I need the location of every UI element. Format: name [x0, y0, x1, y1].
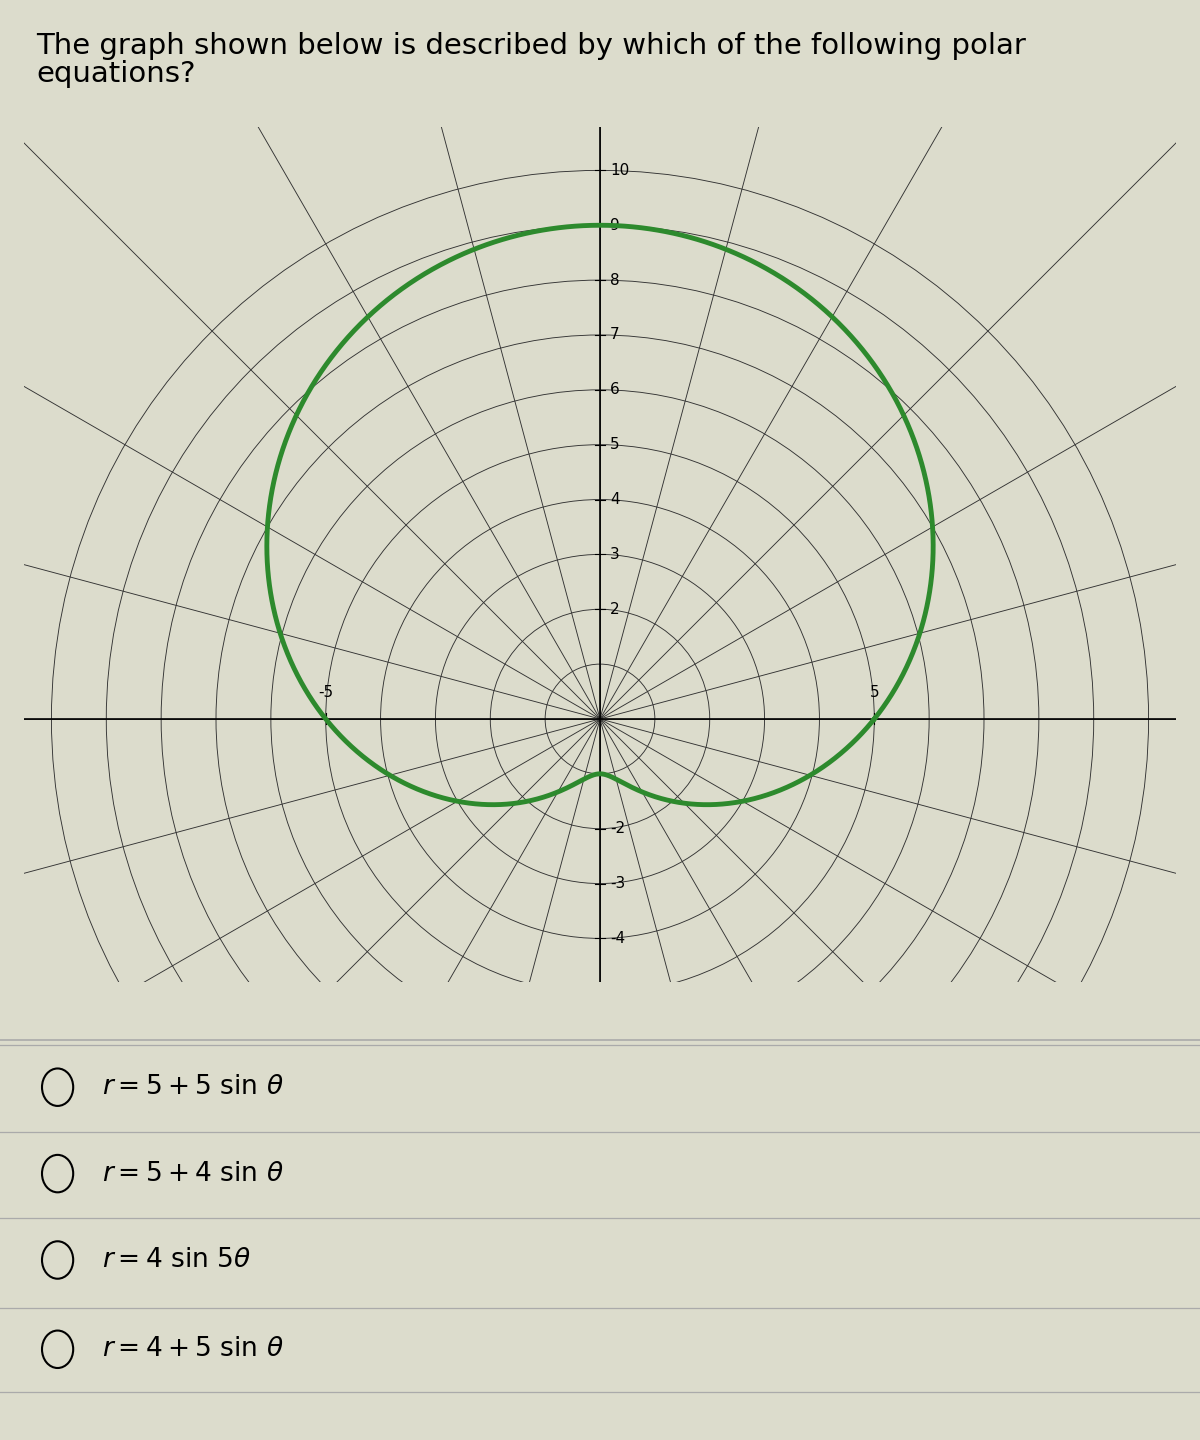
Text: $r = 4 + 5\ \mathrm{sin}\ \theta$: $r = 4 + 5\ \mathrm{sin}\ \theta$ — [102, 1336, 283, 1362]
Text: 5: 5 — [870, 685, 880, 700]
Text: -4: -4 — [610, 930, 625, 946]
Text: 8: 8 — [610, 272, 619, 288]
Text: 3: 3 — [610, 547, 619, 562]
Text: 6: 6 — [610, 383, 619, 397]
Text: $r = 5 + 4\ \mathrm{sin}\ \theta$: $r = 5 + 4\ \mathrm{sin}\ \theta$ — [102, 1161, 283, 1187]
Text: The graph shown below is described by which of the following polar: The graph shown below is described by wh… — [36, 32, 1026, 59]
Text: $r = 5 + 5\ \mathrm{sin}\ \theta$: $r = 5 + 5\ \mathrm{sin}\ \theta$ — [102, 1074, 283, 1100]
Text: -3: -3 — [610, 876, 625, 891]
Text: 4: 4 — [610, 492, 619, 507]
Text: $r = 4\ \mathrm{sin}\ 5\theta$: $r = 4\ \mathrm{sin}\ 5\theta$ — [102, 1247, 251, 1273]
Text: 5: 5 — [610, 438, 619, 452]
Text: -5: -5 — [318, 685, 334, 700]
Text: 2: 2 — [610, 602, 619, 616]
Text: 9: 9 — [610, 217, 619, 233]
Text: 7: 7 — [610, 327, 619, 343]
Text: -2: -2 — [610, 821, 625, 837]
Text: equations?: equations? — [36, 60, 196, 88]
Text: 10: 10 — [610, 163, 629, 179]
